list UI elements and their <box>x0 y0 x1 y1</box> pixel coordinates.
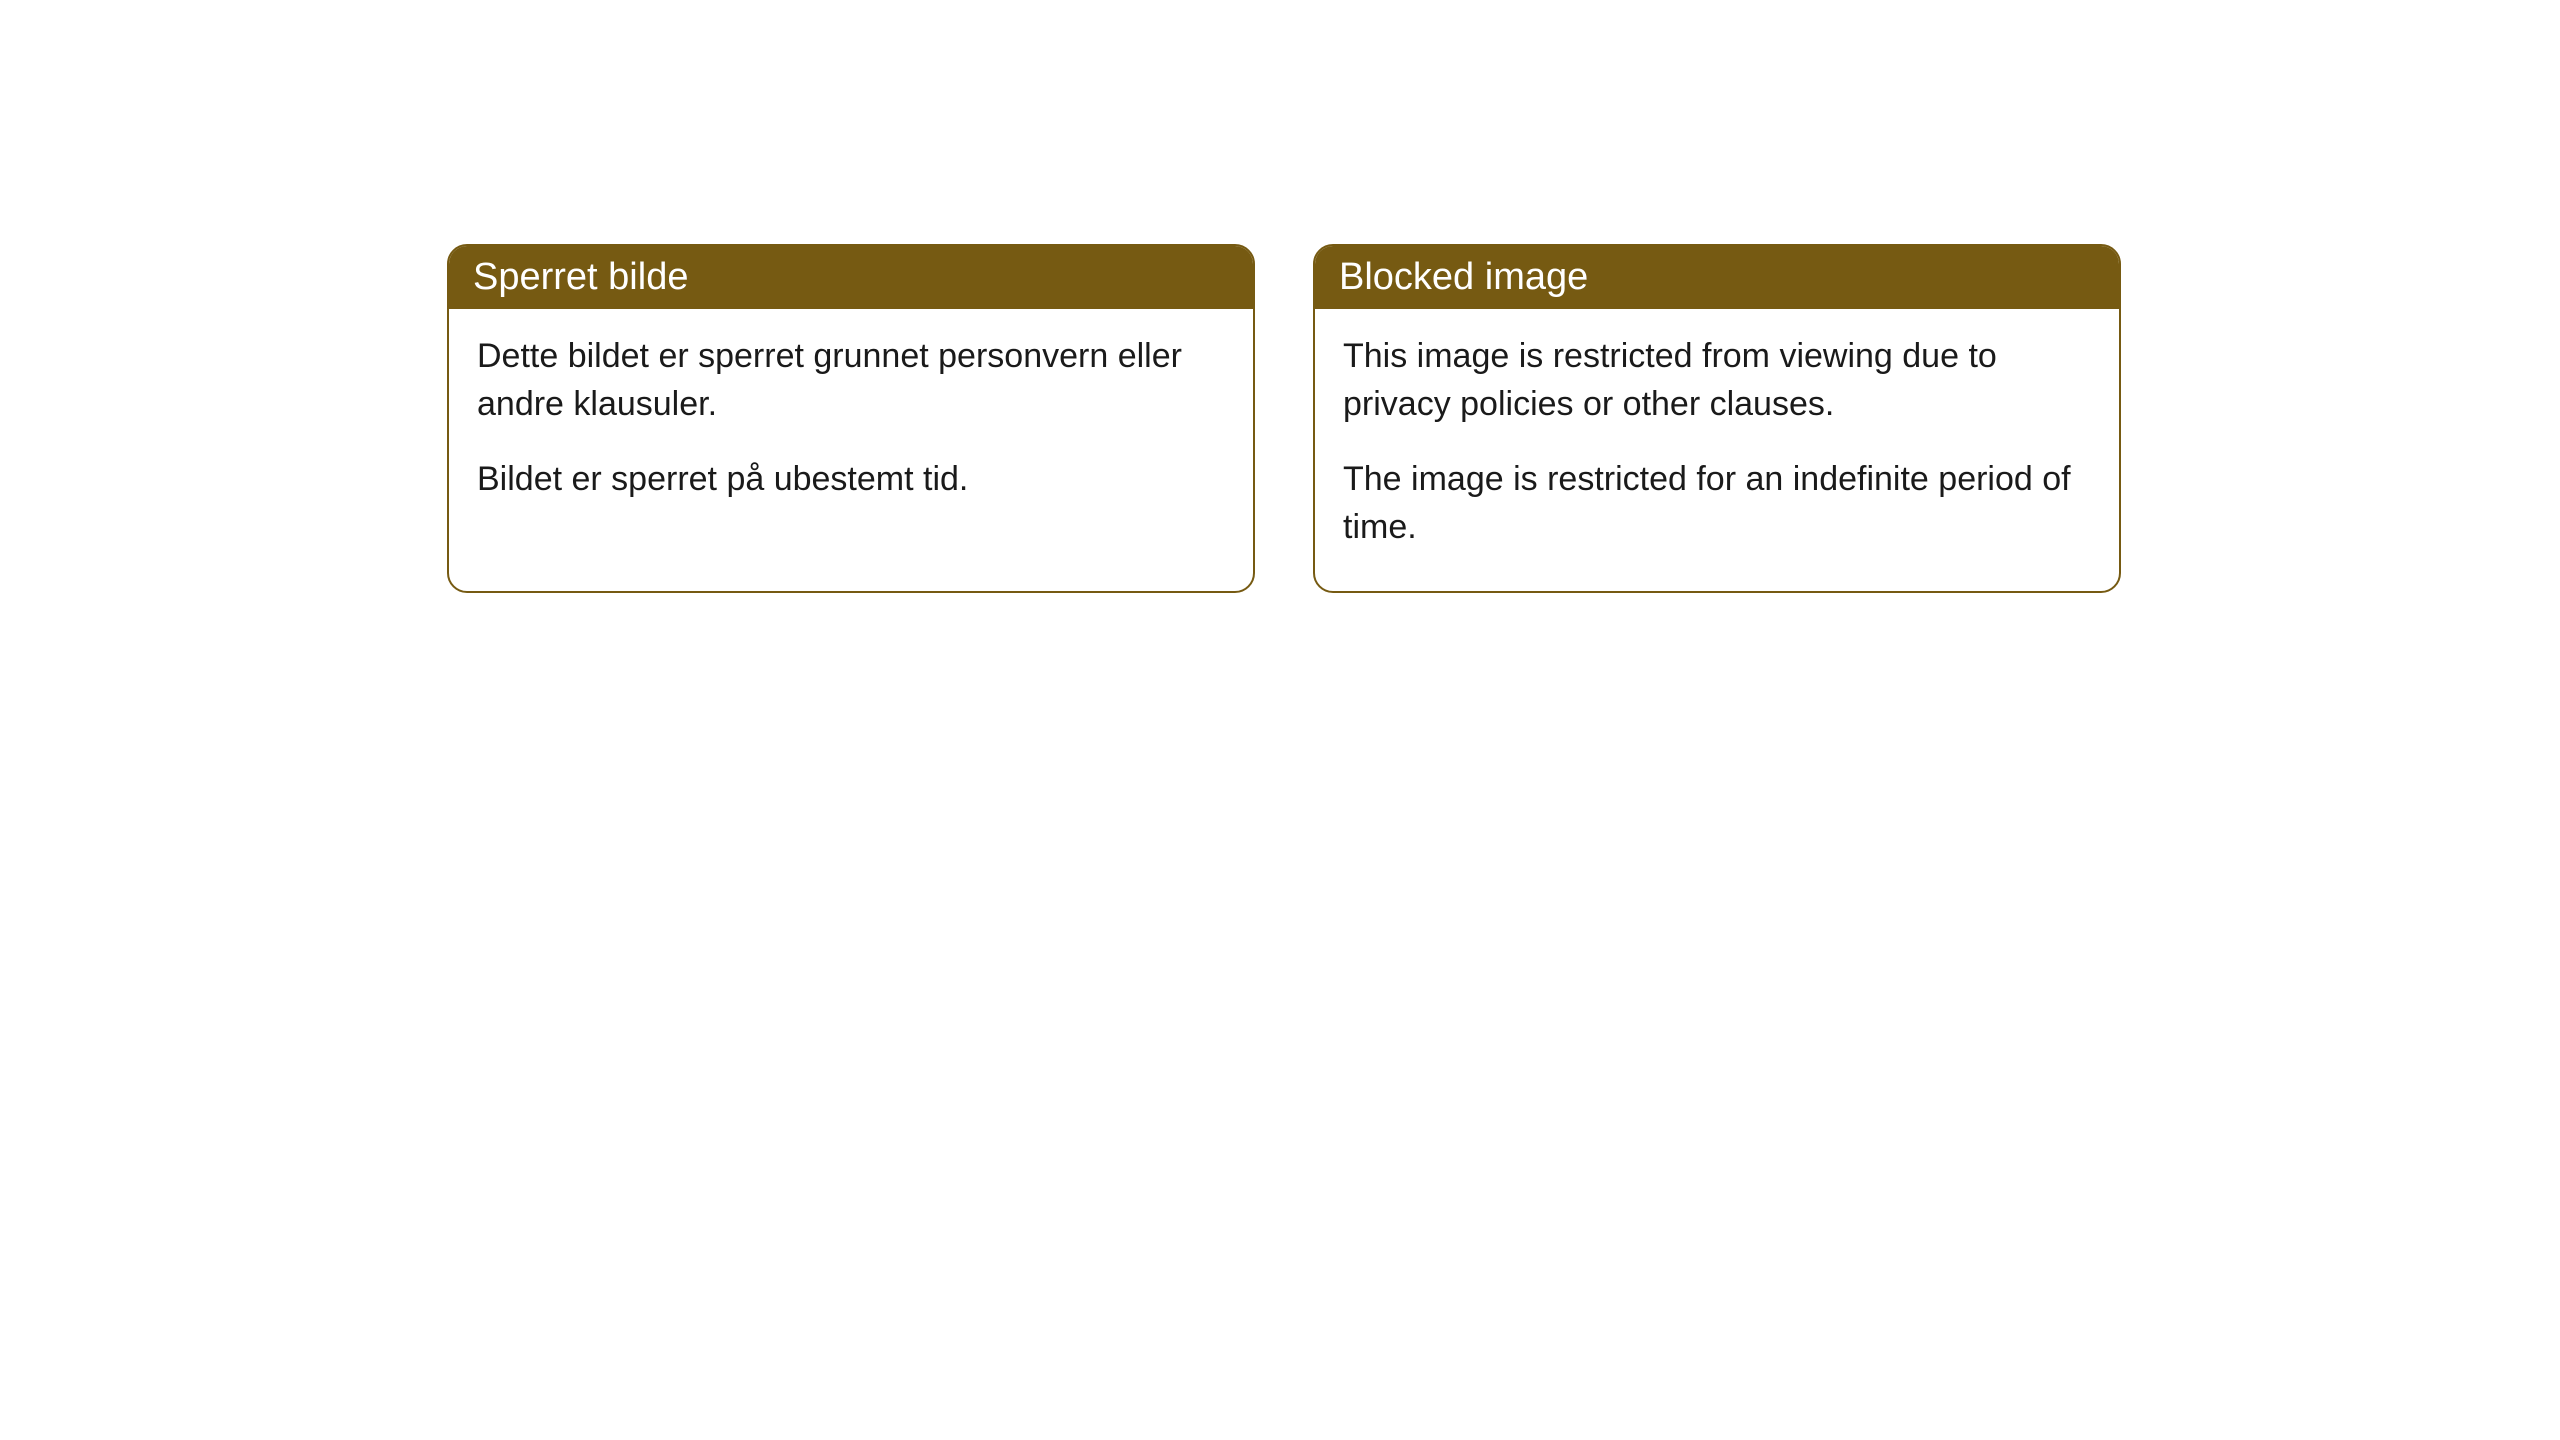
notice-cards-container: Sperret bilde Dette bildet er sperret gr… <box>447 244 2121 593</box>
notice-card-norwegian: Sperret bilde Dette bildet er sperret gr… <box>447 244 1255 593</box>
card-header-norwegian: Sperret bilde <box>449 246 1253 309</box>
card-header-english: Blocked image <box>1315 246 2119 309</box>
notice-card-english: Blocked image This image is restricted f… <box>1313 244 2121 593</box>
card-title: Sperret bilde <box>473 256 688 298</box>
card-title: Blocked image <box>1339 256 1588 298</box>
card-body-english: This image is restricted from viewing du… <box>1315 309 2119 591</box>
card-paragraph-2: The image is restricted for an indefinit… <box>1343 456 2091 551</box>
card-body-norwegian: Dette bildet er sperret grunnet personve… <box>449 309 1253 544</box>
card-paragraph-1: This image is restricted from viewing du… <box>1343 333 2091 428</box>
card-paragraph-1: Dette bildet er sperret grunnet personve… <box>477 333 1225 428</box>
card-paragraph-2: Bildet er sperret på ubestemt tid. <box>477 456 1225 504</box>
